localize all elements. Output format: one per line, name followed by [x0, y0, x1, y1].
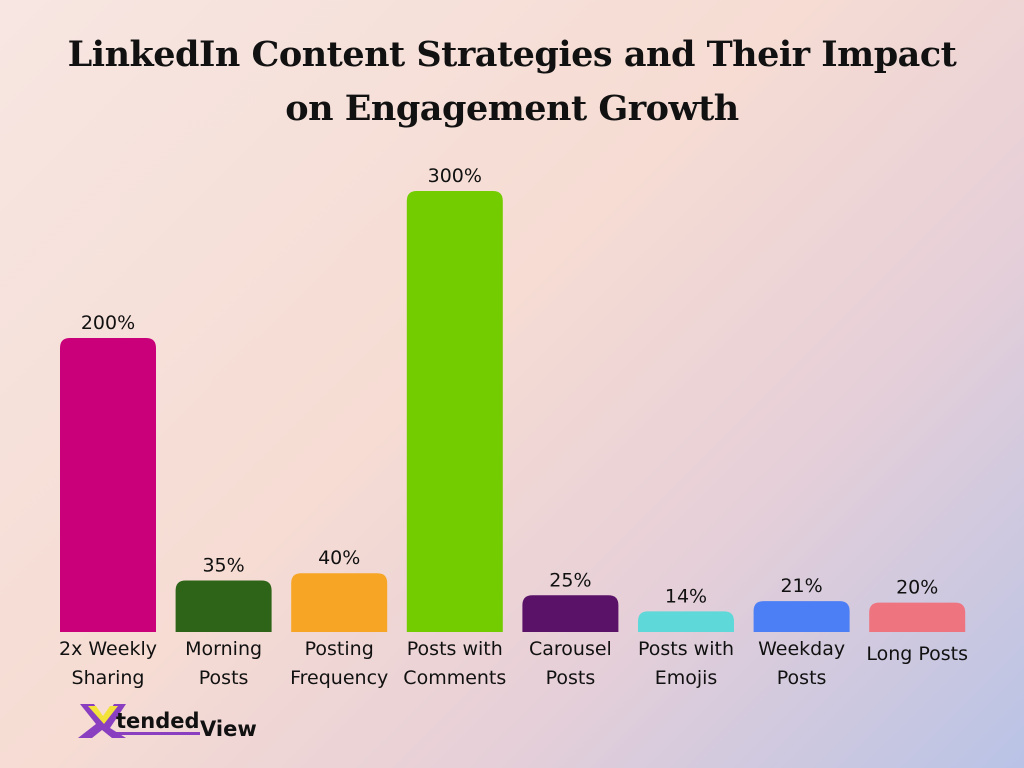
category-label: Weekday [758, 638, 845, 660]
category-label: Emojis [655, 667, 718, 689]
bar [291, 573, 388, 632]
bar [638, 611, 734, 632]
data-label: 300% [428, 165, 482, 187]
category-label: Posts [546, 667, 596, 689]
data-label: 40% [318, 547, 360, 569]
data-label: 21% [780, 575, 822, 597]
data-label: 14% [665, 585, 707, 607]
bar [753, 601, 850, 632]
xtendedview-logo: tended View [78, 704, 257, 741]
category-label: Sharing [72, 667, 145, 689]
category-label: Morning [185, 638, 262, 660]
bar [175, 580, 272, 632]
category-label: Posts with [407, 638, 503, 660]
data-label: 35% [202, 555, 244, 577]
svg-text:tended: tended [116, 709, 200, 733]
data-label: 25% [549, 569, 591, 591]
data-label: 200% [81, 312, 135, 334]
data-label: 20% [896, 577, 938, 599]
category-label: Long Posts [866, 643, 968, 665]
category-label: Posting [305, 638, 374, 660]
svg-text:View: View [200, 717, 257, 741]
title-line-2: on Engagement Growth [285, 88, 739, 129]
bar [869, 602, 966, 632]
category-label: Posts [777, 667, 827, 689]
bar [406, 191, 503, 632]
category-label: 2x Weekly [59, 638, 157, 660]
title-line-1: LinkedIn Content Strategies and Their Im… [67, 34, 957, 75]
bar [60, 338, 156, 632]
category-label: Posts [199, 667, 249, 689]
category-label: Frequency [290, 667, 388, 689]
category-label: Comments [403, 667, 506, 689]
category-label: Posts with [638, 638, 734, 660]
category-label: Carousel [529, 638, 612, 660]
bar [522, 595, 619, 632]
chart-title: LinkedIn Content Strategies and Their Im… [0, 28, 1024, 136]
